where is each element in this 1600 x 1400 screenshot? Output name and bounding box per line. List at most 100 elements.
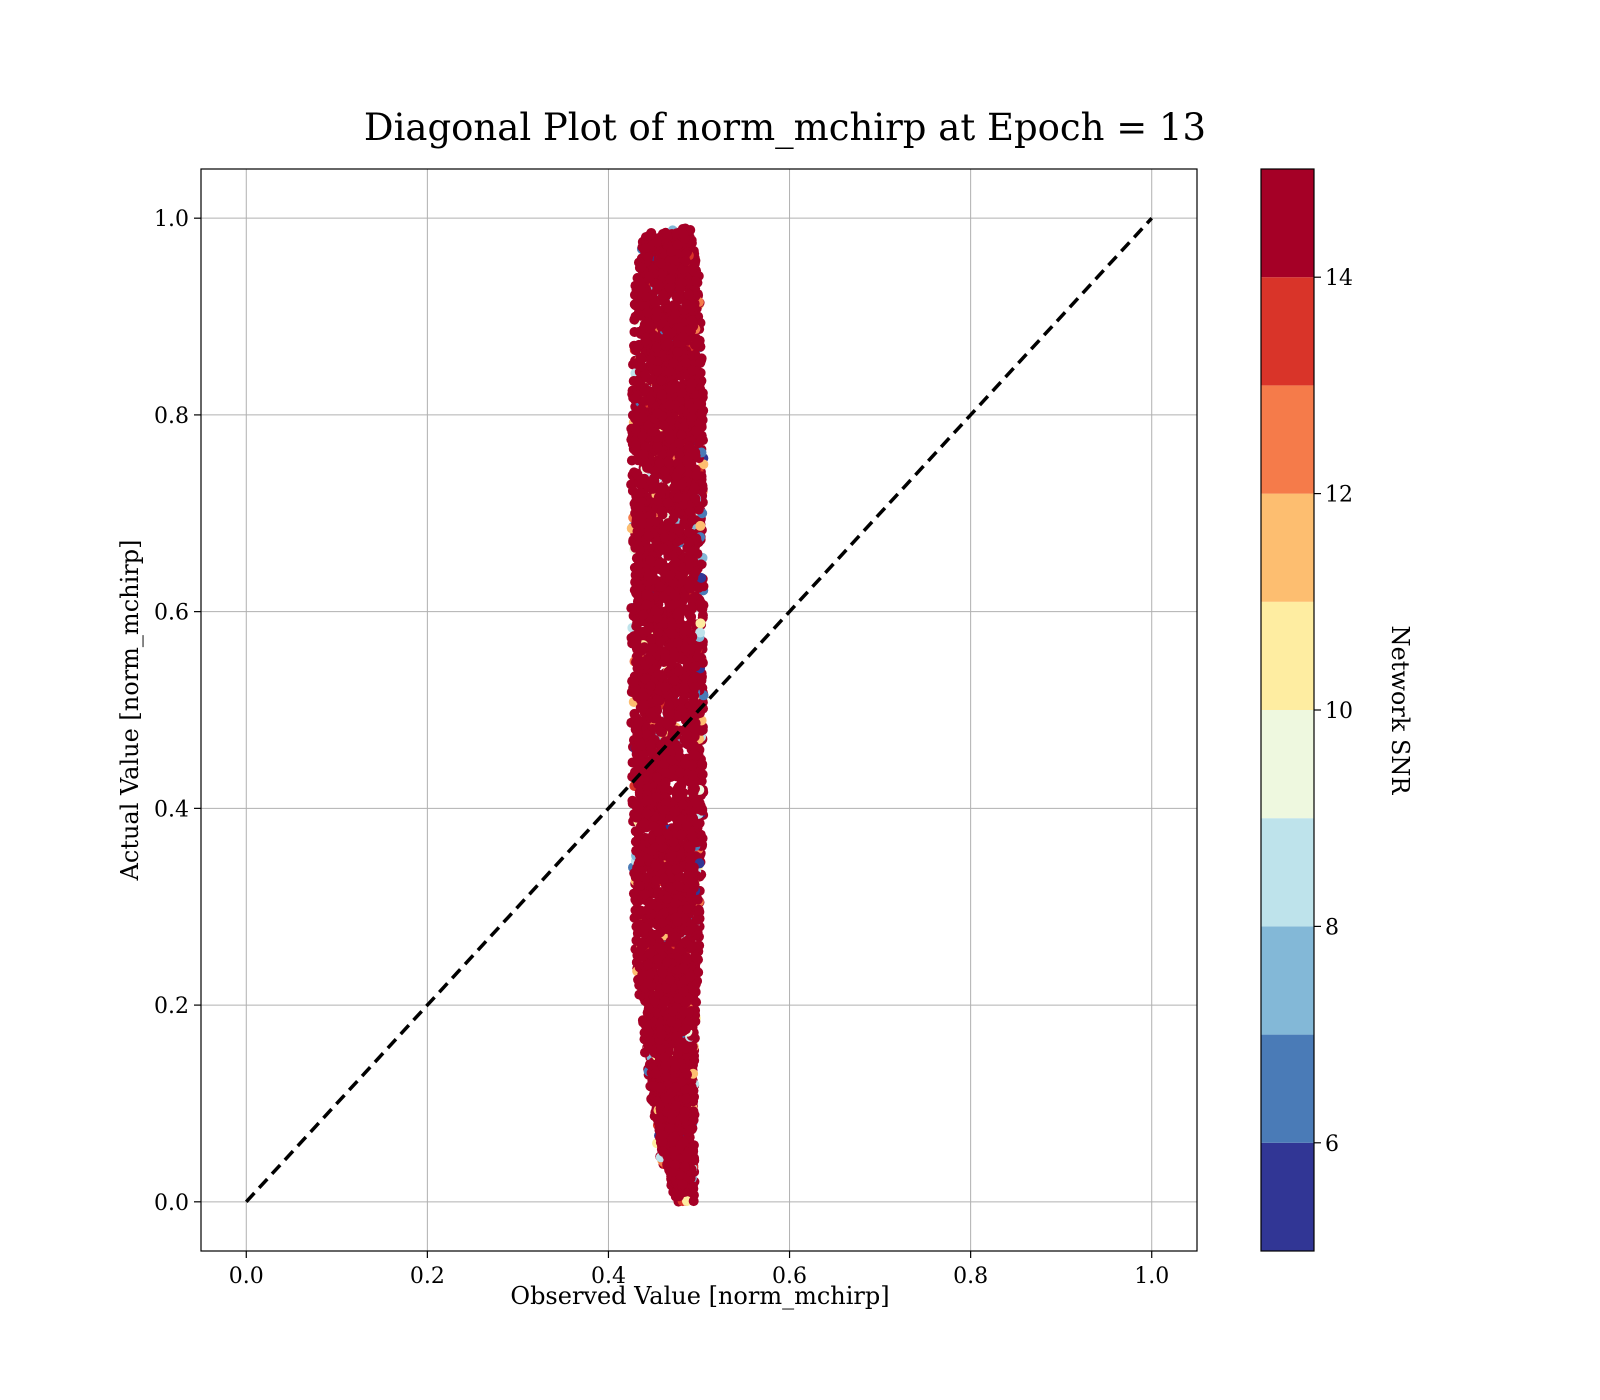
scatter-point: [659, 421, 669, 431]
scatter-point: [646, 395, 656, 405]
colorbar-tick-label: 10: [1325, 699, 1353, 724]
y-tick-label: 0.8: [154, 404, 189, 429]
scatter-point: [660, 682, 670, 692]
scatter-point: [690, 724, 700, 734]
colorbar-tick-label: 6: [1325, 1132, 1339, 1157]
scatter-point: [658, 1147, 668, 1157]
scatter-point: [691, 470, 701, 480]
scatter-point: [659, 874, 669, 884]
scatter-point: [655, 1083, 665, 1093]
scatter-point: [684, 537, 694, 547]
x-tick-label: 0.0: [229, 1264, 264, 1289]
scatter-point: [655, 582, 665, 592]
scatter-point: [657, 1030, 667, 1040]
scatter-point: [656, 488, 666, 498]
scatter-point: [645, 555, 655, 565]
scatter-point: [671, 864, 681, 874]
scatter-point: [631, 826, 641, 836]
scatter-point: [681, 256, 691, 266]
scatter-point: [682, 955, 692, 965]
scatter-point: [635, 881, 645, 891]
scatter-point: [646, 355, 656, 365]
scatter-point: [642, 808, 652, 818]
scatter-point: [639, 699, 649, 709]
scatter-point: [674, 666, 684, 676]
scatter-point: [658, 291, 668, 301]
y-tick-label: 0.6: [154, 601, 189, 626]
scatter-point: [644, 272, 654, 282]
scatter-point: [647, 899, 657, 909]
scatter-point: [687, 403, 697, 413]
scatter-point: [669, 675, 679, 685]
scatter-point: [631, 424, 641, 434]
scatter-point: [640, 889, 650, 899]
scatter-point: [692, 338, 702, 348]
scatter-point: [647, 846, 657, 856]
scatter-point: [636, 262, 646, 272]
chart-title: Diagonal Plot of norm_mchirp at Epoch = …: [364, 106, 1206, 150]
scatter-point: [664, 456, 674, 466]
scatter-point: [631, 801, 641, 811]
scatter-point: [653, 954, 663, 964]
scatter-point: [697, 410, 707, 420]
scatter-point: [682, 820, 692, 830]
scatter-point: [640, 923, 650, 933]
scatter-point: [679, 1006, 689, 1016]
scatter-point: [652, 442, 662, 452]
scatter-point: [661, 778, 671, 788]
scatter-point: [638, 610, 648, 620]
scatter-points: [626, 224, 708, 1207]
scatter-point: [667, 264, 677, 274]
colorbar-segment: [1261, 494, 1314, 602]
scatter-point: [637, 741, 647, 751]
scatter-point: [651, 930, 661, 940]
x-tick-label: 0.2: [410, 1264, 445, 1289]
scatter-point: [652, 613, 662, 623]
colorbar-segment: [1261, 385, 1314, 493]
scatter-point: [680, 759, 690, 769]
scatter-point: [672, 917, 682, 927]
scatter-point: [678, 1179, 688, 1189]
scatter-point: [667, 620, 677, 630]
scatter-point: [675, 881, 685, 891]
scatter-point: [681, 1024, 691, 1034]
scatter-point: [660, 533, 670, 543]
scatter-point: [681, 1044, 691, 1054]
scatter-point: [662, 894, 672, 904]
scatter-point: [646, 681, 656, 691]
scatter-point: [631, 639, 641, 649]
scatter-point: [648, 822, 658, 832]
scatter-point: [645, 655, 655, 665]
scatter-point: [665, 1124, 675, 1134]
scatter-point: [689, 1196, 699, 1206]
scatter-point: [688, 771, 698, 781]
scatter-point: [664, 700, 674, 710]
scatter-point: [681, 1068, 691, 1078]
colorbar-segment: [1261, 1143, 1314, 1251]
scatter-point: [662, 326, 672, 336]
scatter-point: [697, 759, 707, 769]
scatter-point: [669, 807, 679, 817]
scatter-point: [681, 1094, 691, 1104]
scatter-point: [683, 926, 693, 936]
scatter-point: [635, 856, 645, 866]
scatter-point: [658, 593, 668, 603]
scatter-point: [649, 331, 659, 341]
scatter-point: [662, 957, 672, 967]
scatter-point: [689, 740, 699, 750]
scatter-point: [642, 308, 652, 318]
scatter-point: [631, 813, 641, 823]
scatter-point: [665, 570, 675, 580]
scatter-point: [691, 661, 701, 671]
scatter-point: [639, 819, 649, 829]
scatter-point: [695, 358, 705, 368]
scatter-point: [655, 943, 665, 953]
scatter-point: [667, 755, 677, 765]
scatter-point: [641, 600, 651, 610]
scatter-point: [643, 252, 653, 262]
scatter-point: [631, 846, 641, 856]
scatter-point: [679, 684, 689, 694]
scatter-point: [661, 1093, 671, 1103]
scatter-point: [640, 243, 650, 253]
